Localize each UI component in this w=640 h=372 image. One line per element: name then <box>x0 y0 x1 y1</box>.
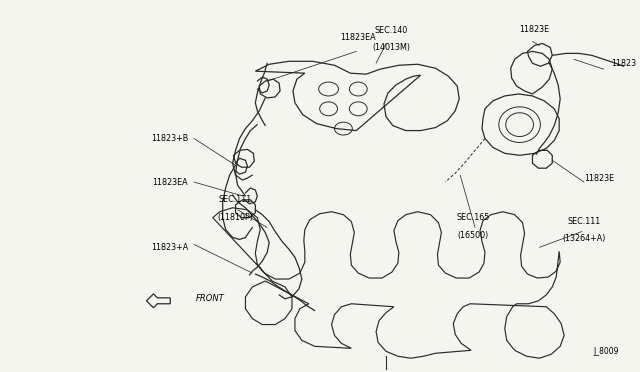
Text: (16500): (16500) <box>458 231 489 240</box>
Text: 11823: 11823 <box>612 59 637 68</box>
Text: (11810P): (11810P) <box>218 213 253 222</box>
Text: (13264+A): (13264+A) <box>563 234 605 244</box>
Text: SEC.111: SEC.111 <box>567 217 600 225</box>
Text: FRONT: FRONT <box>196 294 225 303</box>
Text: 11823E: 11823E <box>584 174 614 183</box>
Text: 11823EA: 11823EA <box>152 177 188 186</box>
Text: J_8009: J_8009 <box>593 347 619 356</box>
Text: SEC.165: SEC.165 <box>456 213 490 222</box>
Text: 11823+A: 11823+A <box>151 243 188 252</box>
Text: 11823EA: 11823EA <box>340 32 376 42</box>
Text: 11823+B: 11823+B <box>151 134 188 143</box>
Text: 11823E: 11823E <box>520 25 550 33</box>
Text: SEC.140: SEC.140 <box>374 26 408 35</box>
Text: (14013M): (14013M) <box>372 44 410 52</box>
Text: SEC.111: SEC.111 <box>219 195 252 204</box>
